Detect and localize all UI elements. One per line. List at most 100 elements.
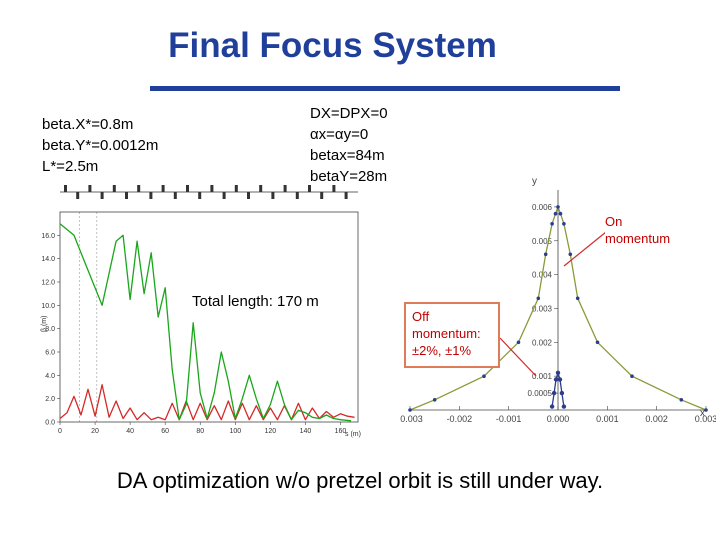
param-beta-x: betax=84m [310,147,385,164]
lattice-magnet [76,192,80,199]
beta-y-tick-label: 10.0 [41,303,55,310]
da-point [575,296,580,301]
da-x-tick-label: 0.002 [645,414,668,424]
da-point [562,222,566,226]
beta-y-axis-label: β (m) [41,316,48,332]
da-y-tick-label: 0.002 [532,338,553,347]
callout-on-line-2: momentum [605,231,671,246]
params-left: beta.X*=0.8m beta.Y*=0.0012m L*=2.5m [42,114,158,177]
da-point [679,398,684,402]
lattice-magnet [137,185,141,192]
da-point [630,374,634,378]
lattice-magnet [332,185,336,192]
beta-plot-frame [59,211,359,423]
lattice-strip [60,185,358,199]
callout-off-line-2: momentum: [412,326,481,341]
lattice-magnet [308,185,311,192]
da-point [555,370,561,375]
beta-y-tick-label: 4.0 [45,373,55,380]
callout-off-line-3: ±2%, ±1% [412,343,472,358]
da-y-tick-label: 0.005 [532,237,553,246]
beta-x-tick-label: 140 [300,428,312,435]
da-point [482,374,486,378]
beta-function-chart: 0 20 40 60 80 100 120 140 160 0.0 2.0 4.0 6.0 8.0 10.0… [40,182,386,440]
da-point [556,205,560,209]
lattice-magnet [198,192,202,199]
beta-series-line-1 [59,223,352,422]
beta-x-tick-label: 20 [91,428,99,435]
da-y-tick-label: 0.0005 [528,389,553,398]
beta-x-tick-label: 160 [335,428,347,435]
da-point [516,340,521,345]
beta-grid [78,212,98,422]
beta-y-tick-label: 8.0 [45,326,55,333]
da-y-tick-label: 0.003 [532,304,553,313]
beta-x-tick-label: 60 [161,428,169,435]
dynamic-aperture-chart: -0.003 -0.002 -0.001 0.000 0.001 0.002 0.003 0.… [400,170,716,432]
beta-y-tick-label: 16.0 [41,233,55,240]
lattice-magnet [125,192,128,199]
beta-y-tick-label: 2.0 [45,396,55,403]
beta-x-tick-label: 80 [196,428,204,435]
da-point [543,252,548,257]
beta-axis-ticks: 0 20 40 60 80 100 120 140 160 0.0 2.0 4.0 6.0 8.0 10.0… [41,233,346,435]
on-momentum-pointer [563,231,607,267]
da-x-tick-label: 0.001 [596,414,619,424]
callout-on-momentum: On momentum [605,213,705,247]
da-point [557,377,563,382]
slide-title: Final Focus System [168,26,497,65]
da-point [553,211,558,216]
total-length-label: Total length: 170 m [192,293,319,310]
lattice-magnet [283,185,287,192]
lattice-magnet [247,192,250,199]
params-right: DX=DPX=0 αx=αy=0 betax=84m betaY=28m [310,103,388,187]
callout-off-line-1: Off [412,309,430,324]
lattice-magnet [64,185,67,192]
lattice-magnet [210,185,214,192]
da-point [550,222,554,226]
lattice-magnet [112,185,116,192]
lattice-magnet [320,192,324,199]
da-y-tick-label: 0.001 [532,372,553,381]
param-beta-x-star: beta.X*=0.8m [42,116,134,133]
lattice-magnet [88,185,92,192]
beta-series-line-0 [59,384,355,421]
beta-y-tick-label: 12.0 [41,280,55,287]
da-x-tick-label: -0.002 [447,414,473,424]
param-beta-y: betaY=28m [310,168,388,185]
da-point [553,377,559,382]
beta-x-axis-label: s (m) [345,431,361,438]
beta-x-tick-label: 100 [229,428,241,435]
da-y-axis-label: y [532,176,537,187]
beta-y-tick-label: 6.0 [45,350,55,357]
da-point [568,252,573,257]
callout-on-line-1: On [605,214,623,229]
da-point [559,390,565,396]
da-x-tick-label: -0.003 [400,414,423,424]
da-x-axis-label: x [700,408,705,419]
da-point [558,211,563,216]
lattice-magnet [295,192,299,199]
callout-off-momentum: Off momentum: ±2%, ±1% [404,302,500,368]
da-point [549,404,555,409]
da-y-tick-label: 0.006 [532,203,553,212]
param-beta-y-star: beta.Y*=0.0012m [42,137,159,154]
da-point [561,404,567,409]
lattice-magnet [271,192,275,199]
lattice-magnet [259,185,263,192]
beta-x-tick-label: 40 [126,428,134,435]
lattice-magnet [173,192,177,199]
lattice-magnet [234,185,238,192]
da-point [551,390,557,396]
da-point [595,340,600,345]
lattice-magnet [161,185,165,192]
lattice-magnet [149,192,153,199]
param-l-star: L*=2.5m [42,158,99,175]
beta-x-tick-label: 0 [58,428,62,435]
param-alpha: αx=αy=0 [310,126,369,143]
da-point [408,408,412,412]
da-point [432,398,437,402]
beta-y-tick-label: 0.0 [45,420,55,427]
lattice-magnet [100,192,104,199]
beta-x-tick-label: 120 [265,428,277,435]
